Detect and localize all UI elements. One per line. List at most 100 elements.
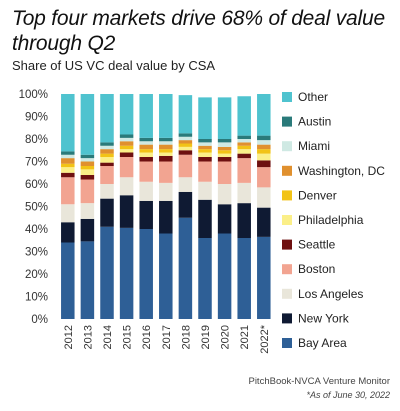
bar-segment [178, 191, 193, 218]
bar-segment [257, 167, 271, 188]
legend-label: Austin [298, 115, 331, 129]
bar-segment [159, 233, 173, 319]
bar-segment [119, 137, 134, 142]
bar-segment [198, 97, 212, 140]
bar-segment [257, 160, 271, 168]
bar-segment [61, 154, 75, 159]
y-tick-label: 30% [25, 247, 48, 259]
bar-segment [237, 145, 251, 150]
bar-segment [217, 184, 232, 205]
bar-segment [80, 175, 95, 180]
chart-title: Top four markets drive 68% of deal value… [12, 7, 385, 55]
bar-segment [100, 145, 114, 150]
bar-segment [159, 182, 173, 201]
legend-label: Washington, DC [298, 164, 385, 178]
bar-segment [100, 153, 114, 158]
legend-swatch [282, 288, 292, 299]
legend-swatch [282, 190, 292, 201]
bar-segment [100, 149, 114, 154]
bar-segment [100, 162, 114, 167]
legend-swatch [282, 116, 292, 127]
bar-segment [139, 149, 153, 153]
bar-segment [61, 177, 75, 205]
x-tick-label: 2017 [161, 325, 173, 349]
bar-segment [100, 184, 114, 199]
x-tick-label: 2012 [63, 325, 75, 349]
y-tick-label: 70% [25, 157, 48, 169]
bar-segment [178, 154, 193, 178]
legend-label: Other [298, 90, 328, 104]
bar-segment [80, 241, 95, 320]
x-tick-label: 2019 [200, 325, 212, 349]
bar-segment [237, 149, 251, 154]
y-tick-label: 50% [25, 202, 48, 214]
bar-segment [178, 177, 193, 192]
bar-segment [119, 177, 134, 196]
bar-segment [217, 204, 232, 234]
x-tick-label: 2014 [102, 325, 114, 349]
bar-segment [61, 222, 75, 243]
legend-swatch [282, 165, 292, 176]
bar-segment [159, 144, 173, 150]
bar-segment [119, 134, 134, 138]
bar-segment [257, 94, 271, 136]
bar-segment [119, 152, 134, 157]
bar-segment [198, 157, 212, 162]
bar-segment [237, 203, 251, 239]
bar-segment [237, 142, 251, 146]
bar-segment [237, 182, 251, 204]
bar-segment [80, 94, 95, 155]
bar-segment [198, 149, 212, 153]
bar-segment [139, 200, 153, 230]
legend-swatch [282, 338, 292, 348]
bar-segment [217, 139, 232, 143]
bar-segment [257, 144, 271, 150]
bar-segment [139, 181, 153, 201]
bar-segment [100, 94, 114, 143]
bar-segment [80, 218, 95, 242]
legend-swatch [282, 215, 292, 225]
y-tick-label: 80% [25, 134, 48, 146]
bar-segment [61, 163, 75, 168]
y-tick-label: 10% [25, 292, 48, 304]
bar-segment [139, 94, 153, 138]
bar-segment [257, 153, 271, 161]
bar-segment [257, 149, 271, 154]
bar-segment [198, 238, 212, 319]
bar-segment [80, 169, 95, 176]
bar-segment [217, 146, 232, 151]
bar-segment [237, 135, 251, 140]
bar-segment [119, 94, 134, 135]
bar-segment [237, 139, 251, 143]
bar-segment [139, 161, 153, 182]
bar-segment [139, 157, 153, 162]
bar-segment [178, 146, 193, 151]
bar-segment [217, 153, 232, 158]
bar-segment [198, 181, 212, 200]
bar-segment [178, 143, 193, 147]
bar-segment [80, 203, 95, 219]
bar-segment [257, 140, 271, 145]
bar-segment [178, 150, 193, 155]
legend-label: Los Angeles [298, 287, 363, 301]
x-axis: 2012 2013 2014 2015 2016 2017 2018 2019 2020 2021… [63, 324, 271, 353]
bar-segment [100, 142, 114, 146]
bar-segment [61, 158, 75, 164]
bar-segment [119, 195, 134, 228]
bar-segment [61, 172, 75, 178]
bar-segment [159, 94, 173, 138]
bar-segment [61, 242, 75, 319]
bar-segment [61, 151, 75, 155]
x-tick-label: 2013 [82, 325, 94, 349]
x-tick-label: 2016 [141, 325, 153, 349]
x-tick-label: 2021 [239, 325, 251, 349]
legend-swatch [282, 264, 292, 275]
bar-segment [159, 161, 173, 183]
bar-segment [139, 144, 153, 150]
bar-segment [198, 152, 212, 157]
bar-segment [159, 152, 173, 156]
bar-segment [80, 179, 95, 204]
legend-label: Philadelphia [298, 213, 364, 227]
bar-segment [217, 142, 232, 147]
